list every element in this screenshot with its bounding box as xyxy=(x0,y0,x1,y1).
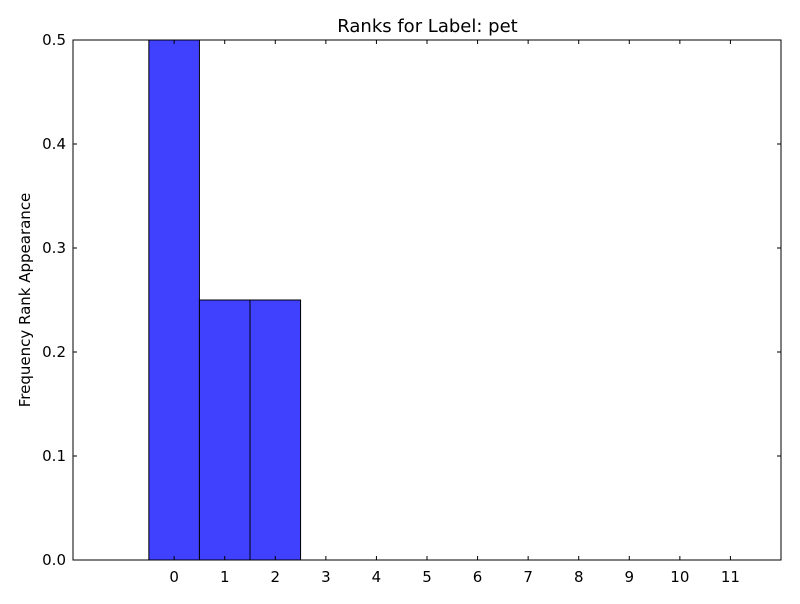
x-tick-label: 9 xyxy=(625,568,635,586)
y-tick-label: 0.5 xyxy=(42,31,66,49)
bar-0 xyxy=(148,39,200,561)
x-tick-label: 7 xyxy=(523,568,533,586)
y-axis-ticks: 0.0 0.1 0.2 0.3 0.4 0.5 xyxy=(42,31,781,569)
x-tick-label: 10 xyxy=(670,568,689,586)
x-tick-label: 11 xyxy=(721,568,740,586)
bar-2 xyxy=(249,299,302,561)
y-tick-label: 0.1 xyxy=(42,447,66,465)
x-tick-label: 1 xyxy=(220,568,230,586)
bars xyxy=(148,39,302,561)
y-tick-label: 0.0 xyxy=(42,551,66,569)
x-tick-label: 2 xyxy=(271,568,281,586)
x-axis-ticks: 0 1 2 3 4 5 6 7 8 9 10 11 xyxy=(169,40,740,586)
y-tick-label: 0.3 xyxy=(42,239,66,257)
y-axis-label: Frequency Rank Appearance xyxy=(16,193,34,408)
x-tick-label: 5 xyxy=(422,568,432,586)
x-tick-label: 3 xyxy=(321,568,331,586)
y-tick-label: 0.4 xyxy=(42,135,66,153)
y-tick-label: 0.2 xyxy=(42,343,66,361)
bar-1 xyxy=(198,299,251,561)
chart-title: Ranks for Label: pet xyxy=(337,16,517,37)
x-tick-label: 4 xyxy=(372,568,382,586)
plot-area-frame xyxy=(72,39,782,561)
x-tick-label: 6 xyxy=(473,568,483,586)
x-tick-label: 8 xyxy=(574,568,584,586)
x-tick-label: 0 xyxy=(169,568,179,586)
